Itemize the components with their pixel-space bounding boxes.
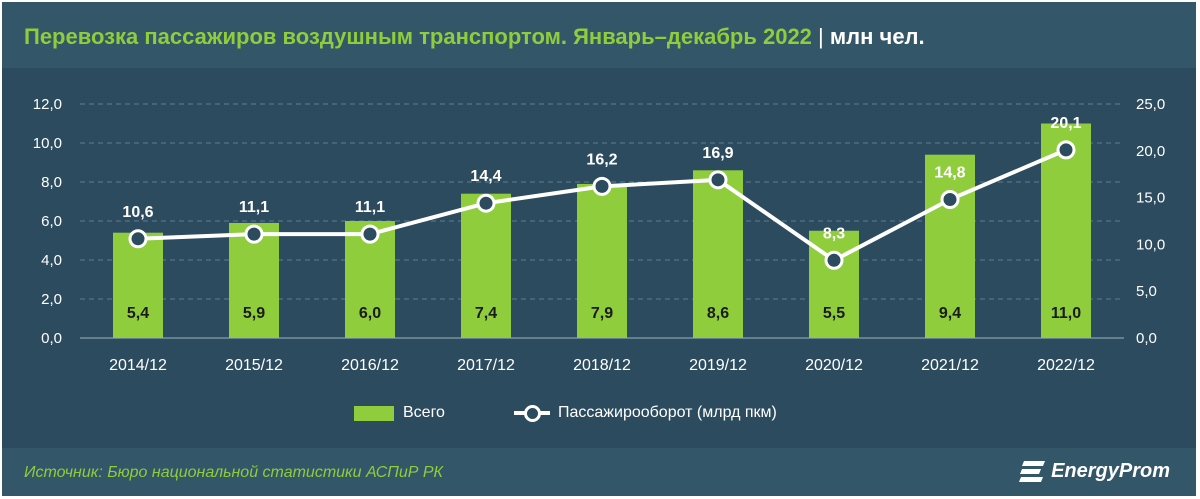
bar-series xyxy=(113,123,1091,338)
line-point xyxy=(824,250,844,270)
legend-bar-label: Всего xyxy=(403,404,445,421)
bar-value-label: 5,5 xyxy=(823,305,845,322)
legend-bar-swatch xyxy=(354,405,394,421)
bar xyxy=(925,154,975,338)
bar-value-label: 9,4 xyxy=(939,305,961,322)
x-axis-tick-label: 2019/12 xyxy=(689,357,747,374)
x-axis-ticks: 2014/12 2015/12 2016/12 2017/12 2018/12 2019/… xyxy=(109,357,1095,374)
right-axis-tick-label: 15,0 xyxy=(1136,190,1165,207)
bar xyxy=(113,232,163,338)
brand-logo: EnergyProm xyxy=(1019,460,1170,483)
left-axis-tick-label: 4,0 xyxy=(41,252,62,269)
energyprom-logo-icon xyxy=(1019,460,1046,482)
left-axis-tick-label: 10,0 xyxy=(33,135,62,152)
line-value-labels: 10,6 11,1 11,1 14,4 16,2 16,9 8,3 14,8 20,1 xyxy=(122,115,1081,242)
x-axis-tick-label: 2017/12 xyxy=(457,357,515,374)
bar-value-labels: 5,4 5,9 6,0 7,4 7,9 8,6 5,5 9,4 11,0 xyxy=(127,305,1081,322)
line-value-label: 14,4 xyxy=(470,168,501,185)
bar-value-label: 5,9 xyxy=(243,305,265,322)
left-axis-tick-label: 12,0 xyxy=(33,96,62,113)
chart-footer: Источник: Бюро национальной статистики А… xyxy=(2,448,1196,496)
bar xyxy=(461,193,511,338)
line-series xyxy=(128,140,1076,270)
line-point xyxy=(244,224,264,244)
legend-item-bars: Всего xyxy=(354,404,445,422)
right-axis-tick-label: 10,0 xyxy=(1136,236,1165,253)
bar-value-label: 8,6 xyxy=(707,305,729,322)
line-point xyxy=(708,170,728,190)
source-note: Источник: Бюро национальной статистики А… xyxy=(24,464,443,481)
bar-value-label: 11,0 xyxy=(1051,305,1081,322)
line-value-label: 16,9 xyxy=(702,145,733,162)
line-point xyxy=(592,176,612,196)
left-axis-tick-label: 2,0 xyxy=(41,291,62,308)
x-axis-tick-label: 2022/12 xyxy=(1037,357,1095,374)
x-axis-tick-label: 2018/12 xyxy=(573,357,631,374)
x-axis-tick-label: 2020/12 xyxy=(805,357,863,374)
chart-header: Перевозка пассажиров воздушным транспорт… xyxy=(2,2,1196,68)
title-unit: млн чел. xyxy=(829,24,925,49)
left-axis-ticks: 0,0 2,0 4,0 6,0 8,0 10,0 12,0 xyxy=(33,96,62,347)
bar-value-label: 7,4 xyxy=(475,305,497,322)
right-axis-tick-label: 20,0 xyxy=(1136,143,1165,160)
line-point xyxy=(476,193,496,213)
line-point xyxy=(940,189,960,209)
legend: Всего Пассажирооборот (млрд пкм) xyxy=(2,400,1196,430)
line-value-label: 20,1 xyxy=(1050,115,1081,132)
left-axis-tick-label: 8,0 xyxy=(41,174,62,191)
left-axis-tick-label: 0,0 xyxy=(41,330,62,347)
line-value-label: 8,3 xyxy=(823,225,845,242)
bar-value-label: 5,4 xyxy=(127,305,149,322)
x-axis-tick-label: 2016/12 xyxy=(341,357,399,374)
right-axis-tick-label: 5,0 xyxy=(1136,283,1157,300)
brand-name: EnergyProm xyxy=(1051,460,1170,482)
right-axis-tick-label: 25,0 xyxy=(1136,96,1165,113)
line-value-label: 14,8 xyxy=(934,164,965,181)
bar xyxy=(577,183,627,338)
legend-item-line: Пассажирооборот (млрд пкм) xyxy=(514,404,777,422)
legend-line-label: Пассажирооборот (млрд пкм) xyxy=(558,404,777,421)
title-separator: | xyxy=(818,24,824,49)
line-value-label: 16,2 xyxy=(586,151,617,168)
chart-title: Перевозка пассажиров воздушным транспорт… xyxy=(24,24,925,50)
line-value-label: 10,6 xyxy=(122,204,153,221)
bar xyxy=(693,170,743,338)
bar-value-label: 7,9 xyxy=(591,305,613,322)
right-axis-tick-label: 0,0 xyxy=(1136,330,1157,347)
legend-line-marker xyxy=(514,405,550,422)
line-value-label: 11,1 xyxy=(239,199,269,216)
line-point xyxy=(128,229,148,249)
x-axis-tick-label: 2014/12 xyxy=(109,357,167,374)
chart-title-text: Перевозка пассажиров воздушным транспорт… xyxy=(24,24,812,49)
bar-value-label: 6,0 xyxy=(359,305,381,322)
line-value-label: 11,1 xyxy=(355,199,385,216)
x-axis-tick-label: 2021/12 xyxy=(921,357,979,374)
line-point xyxy=(1056,140,1076,160)
x-axis-tick-label: 2015/12 xyxy=(225,357,283,374)
combo-chart: 0,0 2,0 4,0 6,0 8,0 10,0 12,0 0,0 5,0 10,0 15,0 20… xyxy=(33,96,1165,374)
line-point xyxy=(360,224,380,244)
right-axis-ticks: 0,0 5,0 10,0 15,0 20,0 25,0 xyxy=(1136,96,1165,347)
left-axis-tick-label: 6,0 xyxy=(41,213,62,230)
